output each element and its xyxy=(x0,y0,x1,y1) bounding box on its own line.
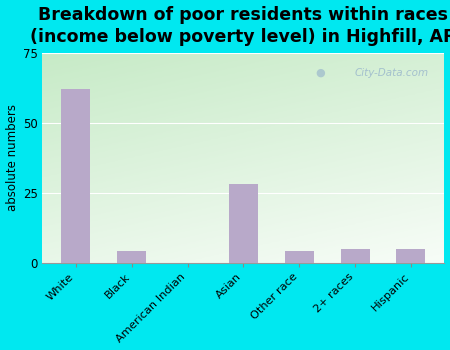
Bar xyxy=(285,251,314,262)
Bar xyxy=(396,248,425,262)
Bar xyxy=(117,251,146,262)
Text: City-Data.com: City-Data.com xyxy=(354,68,428,78)
Bar xyxy=(229,184,258,262)
Title: Breakdown of poor residents within races
(income below poverty level) in Highfil: Breakdown of poor residents within races… xyxy=(30,6,450,46)
Y-axis label: absolute numbers: absolute numbers xyxy=(5,104,18,211)
Bar xyxy=(341,248,369,262)
Bar xyxy=(62,89,90,262)
Text: ●: ● xyxy=(316,68,325,78)
